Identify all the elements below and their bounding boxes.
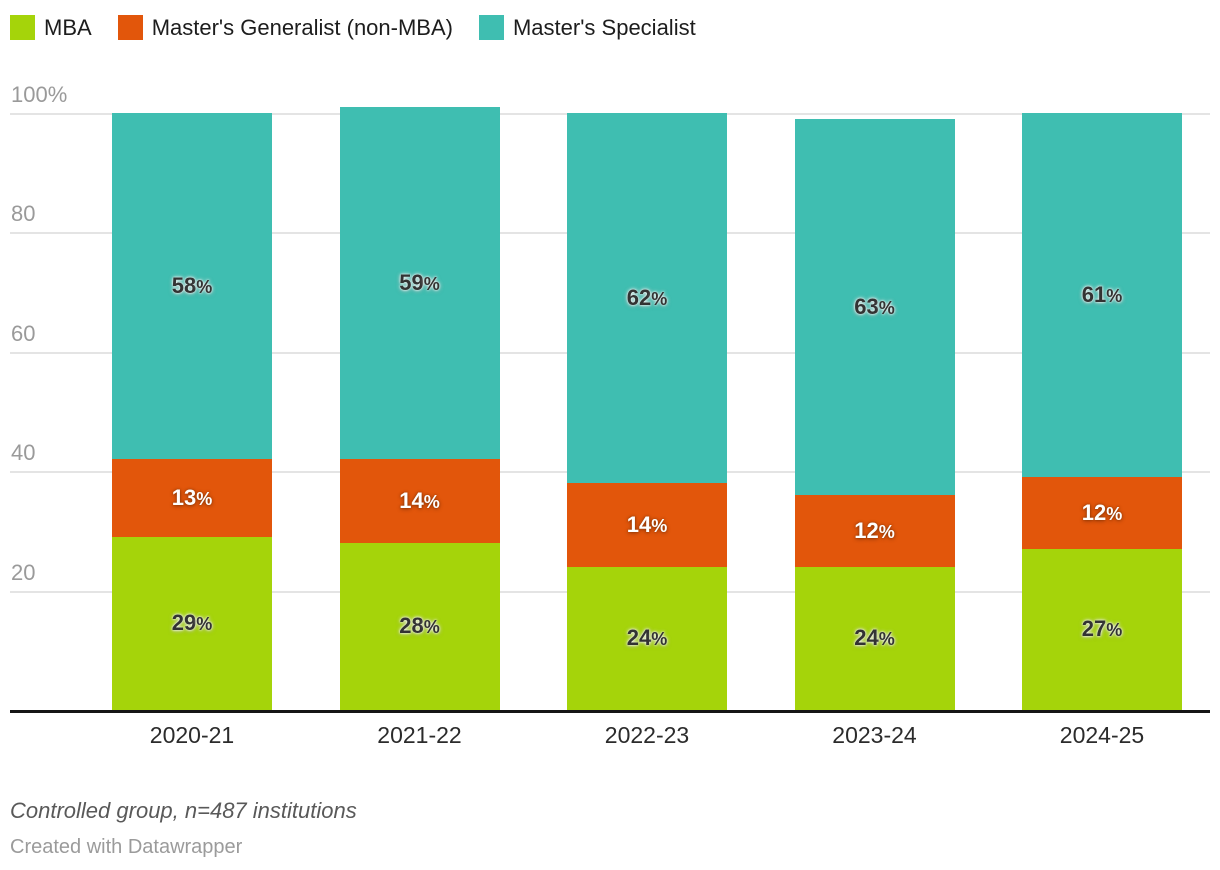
value-label: 61% [1081,282,1123,308]
y-tick-label-80: 80 [11,201,36,227]
value-label: 14% [626,511,668,537]
legend-label: Master's Specialist [512,14,696,40]
bar-2024-25: 27% 12% 61% [1022,113,1182,710]
value-label: 24% [854,625,895,651]
legend-item-3: Master's Specialist [478,14,696,40]
legend-label: MBA [44,14,92,40]
value-label: 12% [1081,500,1123,525]
value-label: 12% [854,517,895,543]
bar-segment[interactable]: 63% [794,119,955,496]
x-axis-line [10,710,1210,713]
value-label: 62% [626,285,668,311]
legend-item-1: MBA [10,15,92,40]
bar-segment[interactable]: 58% [112,113,272,460]
bar-segment[interactable]: 27% [1022,548,1182,710]
x-axis-label: 2023-24 [832,722,917,748]
value-label: 28% [399,613,440,639]
datawrapper-credit-link[interactable]: Created with Datawrapper [10,836,243,858]
value-label: 29% [171,610,213,636]
legend: MBA Master's Generalist (non-MBA) Master's… [10,15,696,40]
plot-area: 29% 13% 58% 28% 14% 59% 24% 14% 62% 24% 12% 63% 27% 1… [10,84,1210,713]
value-label: 13% [171,485,213,511]
value-label: 63% [854,294,895,320]
bar-segment[interactable]: 12% [1022,477,1182,549]
legend-swatch-icon [478,15,504,40]
bar-segment[interactable]: 24% [567,566,727,710]
x-axis-label: 2024-25 [1059,722,1145,748]
bar-2020-21: 29% 13% 58% [112,113,272,710]
y-tick-label-60: 60 [11,320,36,346]
x-axis-label: 2020-21 [149,722,235,748]
bar-segment[interactable]: 13% [112,459,272,537]
bar-segment[interactable]: 62% [567,113,727,484]
legend-label: Master's Generalist (non-MBA) [151,14,453,40]
bar-segment[interactable]: 28% [339,542,500,710]
legend-swatch-icon [117,15,143,40]
bar-2023-24: 24% 12% 63% [794,119,955,710]
y-tick-label-40: 40 [11,440,36,466]
x-axis-label: 2021-22 [377,722,462,748]
bar-segment[interactable]: 14% [567,483,727,567]
bar-segment[interactable]: 14% [339,459,500,543]
chart-footnote: Controlled group, n=487 institutions [10,798,357,823]
bar-2022-23: 24% 14% 62% [567,113,727,710]
bar-segment[interactable]: 24% [794,566,955,710]
y-tick-label-100: 100% [11,82,68,107]
bar-segment[interactable]: 29% [112,536,272,710]
x-axis-label: 2022-23 [604,722,690,748]
y-tick-label-20: 20 [11,559,36,585]
value-label: 59% [399,270,440,296]
bar-2021-22: 28% 14% 59% [339,107,500,710]
legend-item-2: Master's Generalist (non-MBA) [117,14,453,40]
bar-segment[interactable]: 12% [794,495,955,567]
legend-swatch-icon [10,15,35,40]
bars-container: 29% 13% 58% 28% 14% 59% 24% 14% 62% 24% 12% 63% 27% 1… [112,107,1182,710]
value-label: 24% [626,625,668,651]
bar-segment[interactable]: 61% [1022,113,1182,478]
x-axis-labels: 2020-21 2021-22 2022-23 2023-24 2024-25 [112,724,1182,747]
bar-segment[interactable]: 59% [339,107,500,460]
value-label: 27% [1081,616,1123,642]
value-label: 58% [171,273,213,299]
value-label: 14% [399,488,440,514]
